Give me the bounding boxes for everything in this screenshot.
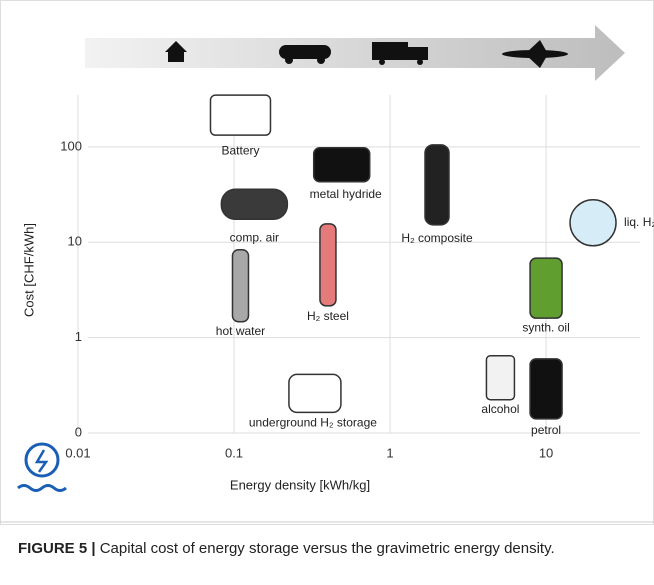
chart: Energy density [kWh/kg] Cost [CHF/kWh] 0… — [0, 0, 654, 525]
caption-text: Capital cost of energy storage versus th… — [99, 540, 555, 557]
storage-marker — [209, 94, 272, 136]
usage-arrow — [85, 25, 625, 81]
caption: FIGURE 5 | Capital cost of energy storag… — [18, 538, 628, 560]
point-label: metal hydride — [310, 187, 382, 201]
storage-marker — [424, 144, 450, 226]
point-label: comp. air — [230, 230, 279, 244]
x-tick-label: 1 — [386, 445, 393, 460]
storage-marker — [288, 373, 342, 414]
point-label: underground H₂ storage — [249, 416, 377, 430]
point-label: H₂ steel — [307, 309, 349, 323]
point-label: synth. oil — [522, 320, 569, 334]
storage-marker — [220, 188, 289, 221]
point-label: alcohol — [481, 402, 519, 416]
x-tick-label: 0.01 — [65, 445, 90, 460]
storage-marker — [485, 354, 516, 401]
point-label: liq. H₂ Dewar — [624, 215, 654, 229]
storage-marker — [231, 248, 250, 323]
y-tick-label: 10 — [68, 234, 82, 249]
caption-label: FIGURE 5 | — [18, 540, 96, 557]
x-tick-label: 10 — [539, 445, 553, 460]
y-tick-label: 0 — [75, 424, 82, 439]
y-axis-label: Cost [CHF/kWh] — [21, 223, 36, 317]
logo — [17, 442, 67, 492]
point-label: Battery — [221, 143, 259, 157]
usage-icons — [165, 40, 568, 68]
storage-marker — [529, 257, 563, 319]
y-tick-label: 100 — [60, 138, 82, 153]
x-axis-label: Energy density [kWh/kg] — [230, 477, 370, 492]
point-label: hot water — [216, 324, 265, 338]
y-tick-label: 1 — [75, 329, 82, 344]
point-label: H₂ composite — [401, 231, 473, 245]
storage-marker — [312, 146, 371, 183]
storage-marker — [569, 199, 617, 247]
point-label: petrol — [531, 423, 561, 437]
x-tick-label: 0.1 — [225, 445, 243, 460]
storage-marker — [529, 358, 563, 420]
storage-marker — [319, 223, 337, 307]
